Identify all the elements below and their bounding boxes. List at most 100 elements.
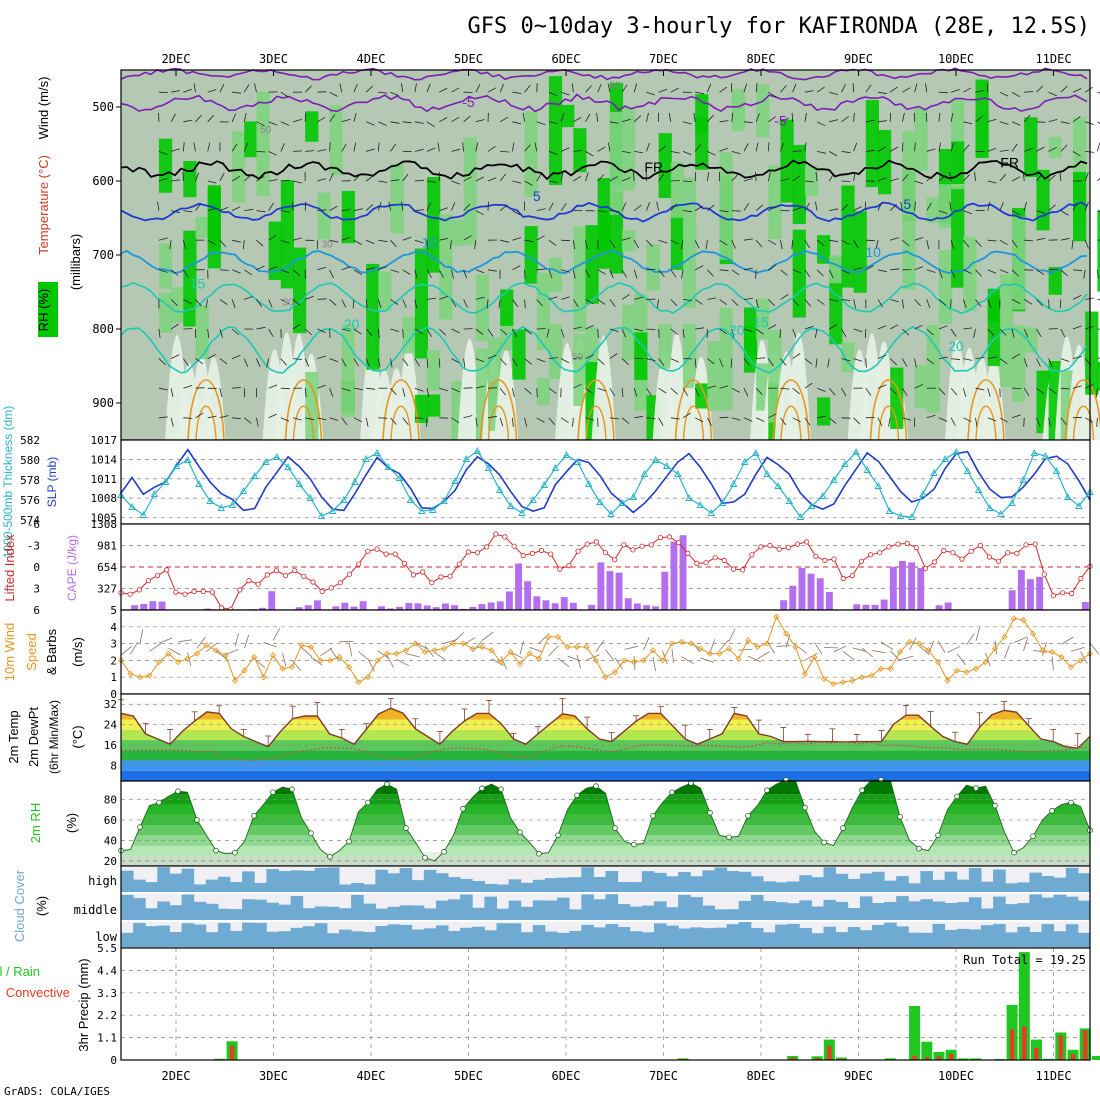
wind10m-marker (1029, 630, 1037, 637)
thickness-axis-label: 1000-500mb Thickness (dm) (1, 406, 15, 559)
bottom-date-tick: 6DEC (552, 1069, 581, 1083)
wind10m-marker (1010, 615, 1018, 622)
wind-barb (585, 113, 591, 122)
wind-barb (951, 89, 960, 93)
rh-moist-cell (378, 271, 392, 311)
cloud-cell (181, 868, 195, 892)
wind-barb (1011, 176, 1021, 182)
rh-moist-cell (670, 205, 684, 270)
wind-barb (157, 201, 160, 211)
cape-bar (350, 606, 358, 610)
wind10m-barb (814, 642, 823, 655)
wind-barb (280, 121, 290, 126)
wind-barb (707, 417, 712, 426)
wind10m-marker (716, 650, 723, 657)
wind10m-barb (1013, 636, 1027, 644)
precip-convective-bar (1058, 1035, 1063, 1060)
cloud-cell (460, 878, 473, 892)
lifted-index-marker (502, 534, 508, 540)
wind-barb (171, 148, 180, 152)
wind-barb (1036, 210, 1046, 214)
wind-barb (169, 240, 172, 250)
cloud-cell (314, 923, 328, 947)
lifted-index-marker (237, 587, 243, 593)
wind10m-marker (469, 645, 476, 652)
lifted-index-marker (886, 544, 892, 550)
rh-moist-cell (695, 94, 709, 133)
wind-barb (828, 173, 835, 182)
wind-barb (427, 180, 437, 183)
wind-barb (329, 417, 339, 421)
temp-contour-15 (120, 281, 1088, 314)
wind10m-barb (348, 642, 353, 657)
wind-barb (694, 299, 703, 305)
rh-moist-cell (646, 244, 660, 291)
thickness-marker (529, 496, 537, 503)
wind-barb (475, 296, 485, 300)
cloud-cell (351, 931, 364, 947)
wind-barb (926, 299, 931, 309)
wind-barb (646, 417, 656, 420)
wind-barb (341, 387, 351, 392)
wind10m-marker (212, 647, 220, 654)
wind-barb (498, 299, 501, 309)
cloud-cell (799, 928, 812, 947)
wind-barb (914, 201, 916, 211)
cape-bar (259, 607, 266, 610)
wind-barb (768, 299, 775, 307)
wind-barb (864, 328, 867, 339)
wind-barb (499, 358, 507, 366)
wind-barb (329, 269, 334, 279)
rh2m-marker (802, 804, 808, 811)
cloud-level-label: high (88, 874, 117, 888)
rh2m-band (121, 794, 1090, 805)
wind-barb (768, 91, 777, 98)
wind10m-marker (991, 645, 999, 652)
cloud-cell (326, 867, 340, 892)
wind-barb (377, 328, 380, 338)
rh-moist-cell (695, 383, 709, 409)
cloud-cell (278, 931, 292, 947)
wind-barb (451, 87, 460, 93)
cloud-cell (423, 908, 437, 920)
contour-label: -5 (462, 94, 475, 110)
cloud-cell (702, 870, 715, 892)
lifted-index-marker (145, 577, 151, 584)
wind10m-barb (139, 629, 144, 644)
wind-barb (1072, 269, 1083, 272)
wind-barb (670, 203, 677, 211)
wind-barb (694, 358, 697, 368)
wind-barb (1024, 91, 1034, 93)
cloud-cell (981, 908, 994, 920)
wind10m-marker (412, 640, 419, 647)
wind-barb (707, 114, 714, 123)
wind-barb (646, 202, 651, 211)
cloud-cell (411, 929, 425, 947)
wind-barb (1072, 151, 1081, 157)
cloud-cell (654, 872, 667, 892)
cloud-cell (375, 908, 388, 920)
wind-barb (609, 353, 618, 359)
wind-barb (987, 417, 997, 422)
wind-barb (1023, 328, 1029, 338)
wind-barb (232, 417, 242, 419)
wind-barb (914, 266, 924, 271)
cloud-cell (835, 901, 849, 920)
wind-barb (877, 325, 887, 330)
temp-contour-25 (674, 379, 713, 441)
wind-barb (512, 91, 522, 94)
thickness-marker (618, 499, 626, 506)
wind10m-marker (687, 640, 695, 647)
wind-barb (474, 240, 477, 250)
wind-barb (999, 358, 1008, 365)
wind-barb (987, 269, 997, 274)
wind-barb (524, 299, 526, 309)
rh2m-marker (745, 812, 751, 819)
wind10m-marker (136, 674, 144, 681)
wind-barb (329, 114, 336, 123)
wind-barb (475, 119, 485, 123)
wind-barb (695, 91, 705, 95)
wind-barb (792, 353, 801, 359)
cloud-cell (314, 906, 328, 920)
